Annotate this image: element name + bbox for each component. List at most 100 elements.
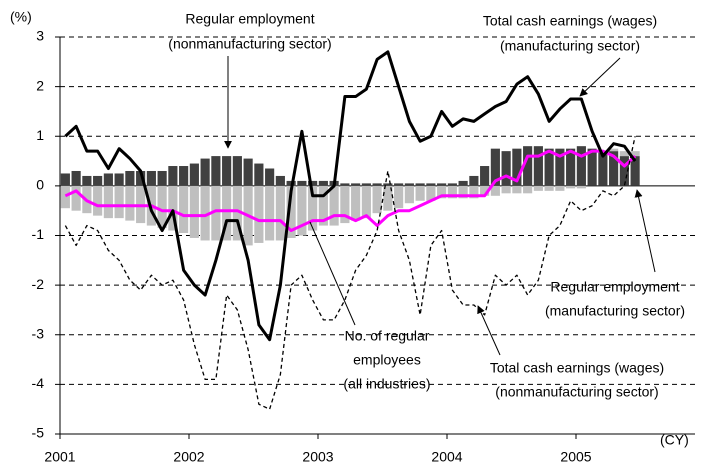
y-tick-label: -1 <box>32 226 45 242</box>
bar <box>598 151 608 186</box>
arrow <box>477 305 501 356</box>
y-tick-label: 3 <box>36 28 44 44</box>
bar <box>447 185 457 199</box>
annotation: Total cash earnings (wages) (nonmanufact… <box>477 305 664 400</box>
bar <box>404 185 414 204</box>
bar <box>157 185 167 229</box>
annotation-line: (all industries) <box>343 376 430 392</box>
bar <box>512 185 522 194</box>
bar <box>480 166 490 186</box>
bar <box>189 163 199 186</box>
arrow <box>579 57 621 97</box>
y-tick-label: -5 <box>32 425 45 441</box>
bar <box>576 185 586 189</box>
bar <box>179 166 189 186</box>
bar <box>394 185 404 209</box>
bar <box>512 148 522 186</box>
bar <box>361 185 371 219</box>
bar <box>265 185 275 241</box>
bar <box>372 185 382 214</box>
bar <box>533 146 543 186</box>
line <box>64 149 637 233</box>
bar <box>232 156 242 186</box>
bar <box>469 185 479 199</box>
bar <box>114 185 124 219</box>
bar <box>275 185 285 241</box>
bar <box>125 170 135 186</box>
bar <box>211 185 221 241</box>
bar <box>71 170 81 186</box>
bar <box>265 168 275 186</box>
bar <box>544 148 554 186</box>
y-tick-label: -3 <box>32 325 45 341</box>
line <box>64 50 637 342</box>
bar <box>93 175 103 186</box>
bar <box>555 148 565 186</box>
x-tick-label: 2004 <box>431 449 462 465</box>
bar <box>329 185 339 226</box>
annotation: Regular employment (nonmanufacturing sec… <box>168 11 332 149</box>
bar <box>211 156 221 186</box>
bar <box>437 185 447 199</box>
annotation: Regular employment (manufacturing sector… <box>545 189 685 319</box>
bar <box>394 183 404 186</box>
annotation: No. of regular employees (all industries… <box>309 221 431 392</box>
annotation-line: Total cash earnings (wages) <box>490 360 664 376</box>
annotation-line: Total cash earnings (wages) <box>483 13 657 29</box>
bar <box>351 185 361 221</box>
bar <box>200 158 210 186</box>
bar <box>555 185 565 191</box>
bar <box>125 185 135 221</box>
bar <box>587 148 597 186</box>
bar <box>469 175 479 186</box>
arrow <box>634 189 656 273</box>
bar <box>200 185 210 241</box>
bar <box>426 185 436 201</box>
x-tick-label: 2002 <box>173 449 204 465</box>
bar <box>523 185 533 194</box>
bar <box>146 170 156 186</box>
annotation-line: employees <box>353 352 421 368</box>
y-tick-label: 1 <box>36 127 44 143</box>
bar <box>415 185 425 201</box>
bar <box>275 175 285 186</box>
bar <box>308 180 318 186</box>
annotation: Total cash earnings (wages) (manufacturi… <box>483 13 657 97</box>
bar <box>189 185 199 238</box>
annotation-line: Regular employment <box>185 11 314 27</box>
bar <box>222 185 232 241</box>
bar <box>157 170 167 186</box>
y-axis-label: (%) <box>10 9 32 25</box>
bar <box>168 185 178 231</box>
bar <box>297 180 307 186</box>
line <box>64 136 636 410</box>
bar <box>630 151 640 157</box>
annotation-line: (manufacturing sector) <box>500 38 640 54</box>
bar <box>318 185 328 226</box>
x-tick-label: 2005 <box>560 449 591 465</box>
bar <box>609 148 619 152</box>
bar <box>114 173 124 186</box>
bar <box>340 185 350 224</box>
x-tick-label: 2003 <box>302 449 333 465</box>
bar <box>576 146 586 186</box>
bar <box>136 170 146 186</box>
bar <box>340 183 350 186</box>
bar <box>60 173 70 186</box>
y-tick-label: 2 <box>36 77 44 93</box>
bar <box>297 185 307 236</box>
bar <box>566 148 576 186</box>
bar <box>318 180 328 186</box>
annotation-line: (manufacturing sector) <box>545 303 685 319</box>
marks <box>60 146 640 246</box>
bar <box>426 183 436 186</box>
bar <box>254 185 264 243</box>
bar <box>308 185 318 231</box>
bar <box>609 151 619 186</box>
bar <box>490 185 500 196</box>
bar <box>544 185 554 191</box>
y-tick-label: -4 <box>32 375 45 391</box>
bar <box>361 183 371 186</box>
leader-line <box>309 221 356 326</box>
